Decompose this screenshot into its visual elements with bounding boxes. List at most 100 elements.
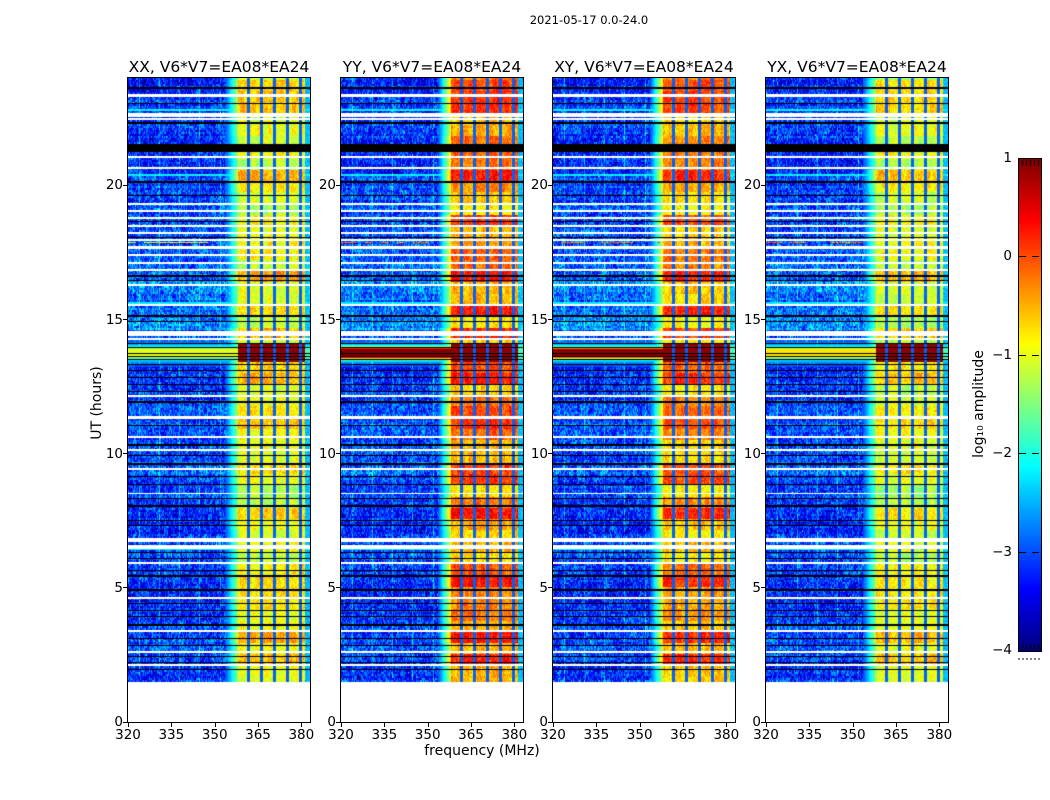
x-tickmark [214, 723, 216, 727]
x-tick-label: 365 [883, 727, 909, 743]
y-tick-label: 15 [530, 311, 548, 328]
colorbar-inner-tick [1019, 256, 1026, 258]
x-tick-label: 380 [926, 727, 953, 743]
x-tickmark [726, 723, 728, 727]
y-tick-label: 0 [327, 714, 336, 730]
x-tick-label: 350 [626, 727, 653, 743]
colorbar-inner-tick [1019, 354, 1026, 356]
x-tickmark [553, 723, 554, 727]
colorbar-inner-tick [1032, 256, 1039, 258]
x-tick-label: 380 [713, 727, 740, 743]
y-tick-label: 15 [105, 311, 123, 328]
colorbar-tick-label: 1 [1003, 150, 1012, 166]
y-tickmark [336, 587, 340, 589]
spectrogram-canvas-2 [552, 77, 736, 723]
x-tick-label: 320 [753, 727, 779, 743]
colorbar-tick-label: −2 [992, 445, 1012, 462]
y-tick-label: 5 [539, 579, 548, 596]
x-tick-label: 380 [288, 727, 315, 743]
colorbar-tick-label: −1 [992, 346, 1012, 363]
x-tickmark [301, 723, 303, 727]
y-tick-label: 20 [530, 177, 548, 194]
x-tickmark [427, 723, 429, 727]
y-tickmark [123, 453, 127, 455]
y-tick-label: 20 [105, 177, 123, 194]
colorbar-canvas [1018, 158, 1042, 652]
colorbar-tick-label: 0 [1003, 248, 1012, 265]
colorbar-inner-tick [1032, 354, 1039, 356]
y-tickmark [336, 184, 340, 186]
colorbar-inner-tick [1019, 551, 1026, 553]
y-tickmark [761, 453, 765, 455]
x-tickmark [514, 723, 516, 727]
colorbar-extend-dots [1018, 658, 1040, 660]
x-tick-label: 350 [201, 727, 228, 743]
x-tickmark [596, 723, 598, 727]
x-tick-label: 350 [414, 727, 441, 743]
x-tick-label: 335 [796, 727, 823, 743]
x-tickmark [258, 723, 259, 727]
y-tick-label: 20 [743, 177, 761, 194]
y-tick-label: 0 [752, 714, 761, 730]
spectrogram-canvas-1 [340, 77, 524, 723]
y-tick-label: 10 [530, 445, 548, 462]
panel-title-0: XX, V6*V7=EA08*EA24 [128, 58, 310, 76]
x-tick-label: 380 [501, 727, 528, 743]
x-tick-label: 320 [328, 727, 354, 743]
y-tick-label: 5 [327, 579, 336, 596]
y-tickmark [123, 721, 127, 723]
y-tick-label: 10 [743, 445, 761, 462]
y-tick-label: 5 [114, 579, 123, 596]
x-tickmark [939, 723, 941, 727]
x-axis-label: frequency (MHz) [424, 743, 540, 759]
y-tickmark [761, 184, 765, 186]
x-tickmark [852, 723, 854, 727]
y-tickmark [336, 319, 340, 320]
x-tick-label: 365 [670, 727, 696, 743]
y-tick-label: 0 [114, 714, 123, 730]
y-tickmark [761, 721, 765, 723]
x-tickmark [766, 723, 767, 727]
x-tickmark [384, 723, 386, 727]
y-tick-label: 15 [318, 311, 336, 328]
x-tickmark [683, 723, 684, 727]
spectrogram-canvas-0 [127, 77, 311, 723]
x-tickmark [128, 723, 129, 727]
x-tick-label: 365 [245, 727, 271, 743]
y-tick-label: 10 [105, 445, 123, 462]
y-tick-label: 5 [752, 579, 761, 596]
colorbar-inner-tick [1019, 453, 1026, 455]
y-tickmark [761, 319, 765, 320]
y-tickmark [123, 587, 127, 589]
x-tick-label: 320 [115, 727, 141, 743]
x-tick-label: 335 [158, 727, 185, 743]
panel-title-2: XY, V6*V7=EA08*EA24 [554, 58, 734, 76]
y-tickmark [548, 453, 552, 455]
y-tickmark [336, 721, 340, 723]
y-tick-label: 15 [743, 311, 761, 328]
y-tick-label: 20 [318, 177, 336, 194]
x-tickmark [341, 723, 342, 727]
colorbar-tick-label: −3 [992, 543, 1012, 560]
y-tickmark [548, 319, 552, 320]
y-tickmark [548, 721, 552, 723]
x-tickmark [171, 723, 173, 727]
colorbar-inner-tick [1032, 551, 1039, 553]
x-tick-label: 365 [458, 727, 484, 743]
spectrogram-canvas-3 [765, 77, 949, 723]
y-tickmark [548, 587, 552, 589]
x-tickmark [639, 723, 641, 727]
y-tick-label: 0 [539, 714, 548, 730]
x-tick-label: 335 [371, 727, 398, 743]
y-tickmark [336, 453, 340, 455]
figure-suptitle: 2021-05-17 0.0-24.0 [529, 13, 649, 27]
y-tickmark [123, 319, 127, 320]
x-tick-label: 350 [839, 727, 866, 743]
x-tickmark [809, 723, 811, 727]
colorbar-tick-label: −4 [992, 642, 1012, 658]
panel-title-3: YX, V6*V7=EA08*EA24 [767, 58, 947, 76]
x-tickmark [471, 723, 472, 727]
x-tick-label: 335 [583, 727, 610, 743]
panel-title-1: YY, V6*V7=EA08*EA24 [342, 58, 522, 76]
colorbar-inner-tick [1032, 453, 1039, 455]
